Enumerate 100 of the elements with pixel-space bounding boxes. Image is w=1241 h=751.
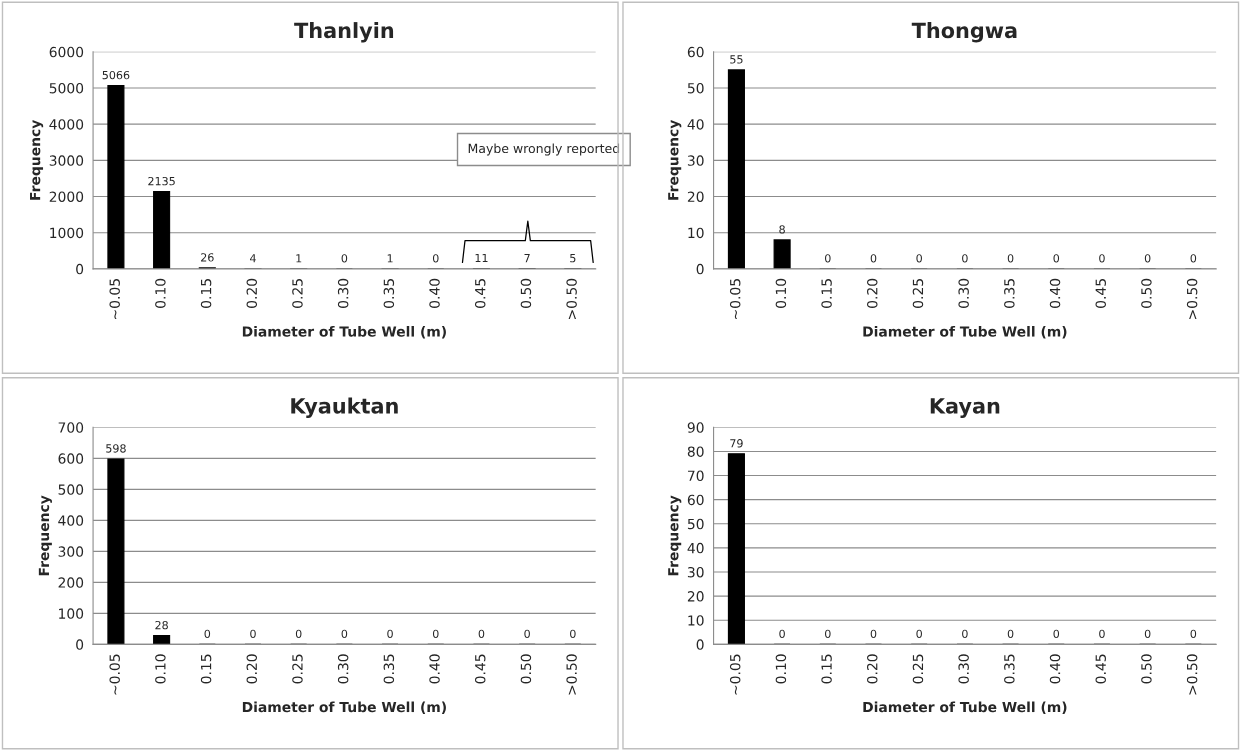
data-label: 8: [779, 225, 785, 234]
data-label: 0: [916, 254, 922, 263]
data-label: 0: [341, 254, 348, 263]
data-label: 0: [387, 629, 393, 639]
data-label: 598: [106, 444, 126, 453]
x-tick-label: 0.40: [1049, 278, 1061, 308]
x-tick-label: 0.35: [383, 654, 395, 684]
data-label: 0: [1053, 254, 1060, 263]
data-label: 0: [1007, 629, 1014, 639]
x-tick-label: 0.35: [383, 279, 395, 308]
y-tick-label: 500: [58, 484, 84, 495]
x-tick-label: 0.35: [1004, 654, 1015, 684]
x-tick-label: 0.50: [1141, 654, 1152, 684]
x-axis-title: Diameter of Tube Well (m): [863, 326, 1067, 339]
y-axis-title: Frequency: [668, 495, 682, 576]
y-tick-label: 10: [688, 615, 704, 626]
x-tick-label: ~0.05: [729, 654, 741, 695]
y-axis-title: Frequency: [38, 495, 52, 576]
data-label: 0: [570, 629, 576, 639]
x-tick-label: 0.50: [520, 278, 532, 308]
data-label: 0: [779, 629, 785, 639]
x-tick-label: ~0.05: [729, 279, 741, 319]
x-tick-label: 0.20: [867, 278, 878, 308]
x-tick-label: 0.10: [775, 654, 787, 684]
data-label: 0: [825, 629, 831, 639]
x-tick-label: 0.25: [912, 279, 924, 308]
chart-title: Thongwa: [911, 22, 1017, 43]
x-tick-label: 0.10: [155, 278, 166, 308]
data-label: 28: [155, 620, 168, 630]
x-tick-label: 0.45: [1095, 654, 1106, 684]
data-label: 0: [250, 629, 256, 639]
data-label: 0: [962, 254, 968, 263]
annotation: Maybe wrongly reported: [468, 143, 620, 156]
x-tick-label: 0.50: [520, 654, 532, 684]
y-tick-label: 20: [687, 191, 704, 202]
y-tick-label: 2000: [49, 191, 84, 202]
y-tick-label: 3000: [49, 155, 84, 166]
data-label: 26: [201, 253, 214, 262]
y-tick-label: 40: [687, 119, 704, 130]
data-label: 4: [250, 254, 256, 263]
data-label: 7: [524, 254, 530, 263]
chart-title: Thanlyin: [294, 22, 394, 43]
chart-title: Kyauktan: [291, 397, 398, 418]
x-tick-label: 0.30: [337, 654, 349, 684]
y-tick-label: 1000: [50, 227, 84, 239]
data-label: 1: [296, 254, 302, 263]
x-tick-label: >0.50: [566, 278, 577, 319]
y-tick-label: 40: [687, 542, 704, 554]
chart-title: Kayan: [930, 398, 1000, 418]
data-label: 0: [870, 254, 877, 263]
x-tick-label: 0.15: [821, 279, 832, 308]
x-tick-label: 0.25: [292, 654, 303, 684]
x-tick-label: 0.20: [867, 654, 878, 684]
y-tick-label: 200: [58, 577, 84, 588]
x-tick-label: 0.30: [958, 654, 969, 684]
x-tick-label: 0.45: [474, 654, 486, 684]
data-label: 0: [432, 254, 439, 263]
y-tick-label: 5000: [49, 82, 84, 94]
y-axis-title: Frequency: [668, 119, 682, 200]
y-tick-label: 0: [696, 263, 704, 275]
x-tick-label: 0.15: [200, 279, 212, 308]
y-tick-label: 90: [687, 422, 704, 433]
data-label: 55: [730, 55, 743, 64]
data-label: 0: [870, 629, 877, 639]
y-tick-label: 700: [58, 422, 84, 433]
data-label: 0: [825, 254, 831, 263]
data-label: 79: [730, 439, 743, 448]
y-tick-label: 60: [687, 494, 704, 506]
x-axis-title: Diameter of Tube Well (m): [863, 701, 1067, 714]
data-label: 0: [916, 629, 922, 639]
data-label: 0: [1144, 254, 1151, 263]
x-tick-label: >0.50: [566, 654, 577, 695]
x-tick-label: 0.40: [1049, 654, 1061, 684]
data-label: 0: [1099, 629, 1105, 639]
x-tick-label: 0.10: [155, 654, 166, 684]
x-tick-label: >0.50: [1186, 654, 1198, 695]
x-tick-label: 0.15: [200, 654, 212, 684]
data-label: 0: [204, 629, 211, 639]
y-tick-label: 0: [76, 263, 84, 275]
x-axis-title: Diameter of Tube Well (m): [242, 701, 446, 714]
y-tick-label: 300: [58, 546, 84, 557]
data-label: 11: [475, 253, 488, 262]
y-tick-label: 0: [696, 639, 704, 650]
y-axis-title: Frequency: [30, 119, 44, 200]
x-tick-label: ~0.05: [109, 654, 120, 695]
x-tick-label: 0.50: [1141, 278, 1152, 308]
x-axis-title: Diameter of Tube Well (m): [242, 326, 446, 339]
x-tick-label: 0.20: [246, 278, 258, 308]
y-tick-label: 70: [688, 470, 704, 482]
data-label: 0: [1144, 629, 1151, 639]
y-tick-label: 6000: [49, 46, 84, 58]
y-tick-label: 20: [687, 591, 704, 602]
y-tick-label: 50: [687, 82, 704, 94]
x-tick-label: 0.20: [246, 654, 258, 684]
y-tick-label: 600: [58, 453, 84, 464]
x-tick-label: 0.30: [958, 278, 969, 308]
data-label: 0: [1053, 629, 1060, 639]
data-label: 2135: [148, 176, 175, 186]
x-tick-label: 0.30: [337, 278, 349, 308]
data-label: 0: [478, 629, 485, 639]
